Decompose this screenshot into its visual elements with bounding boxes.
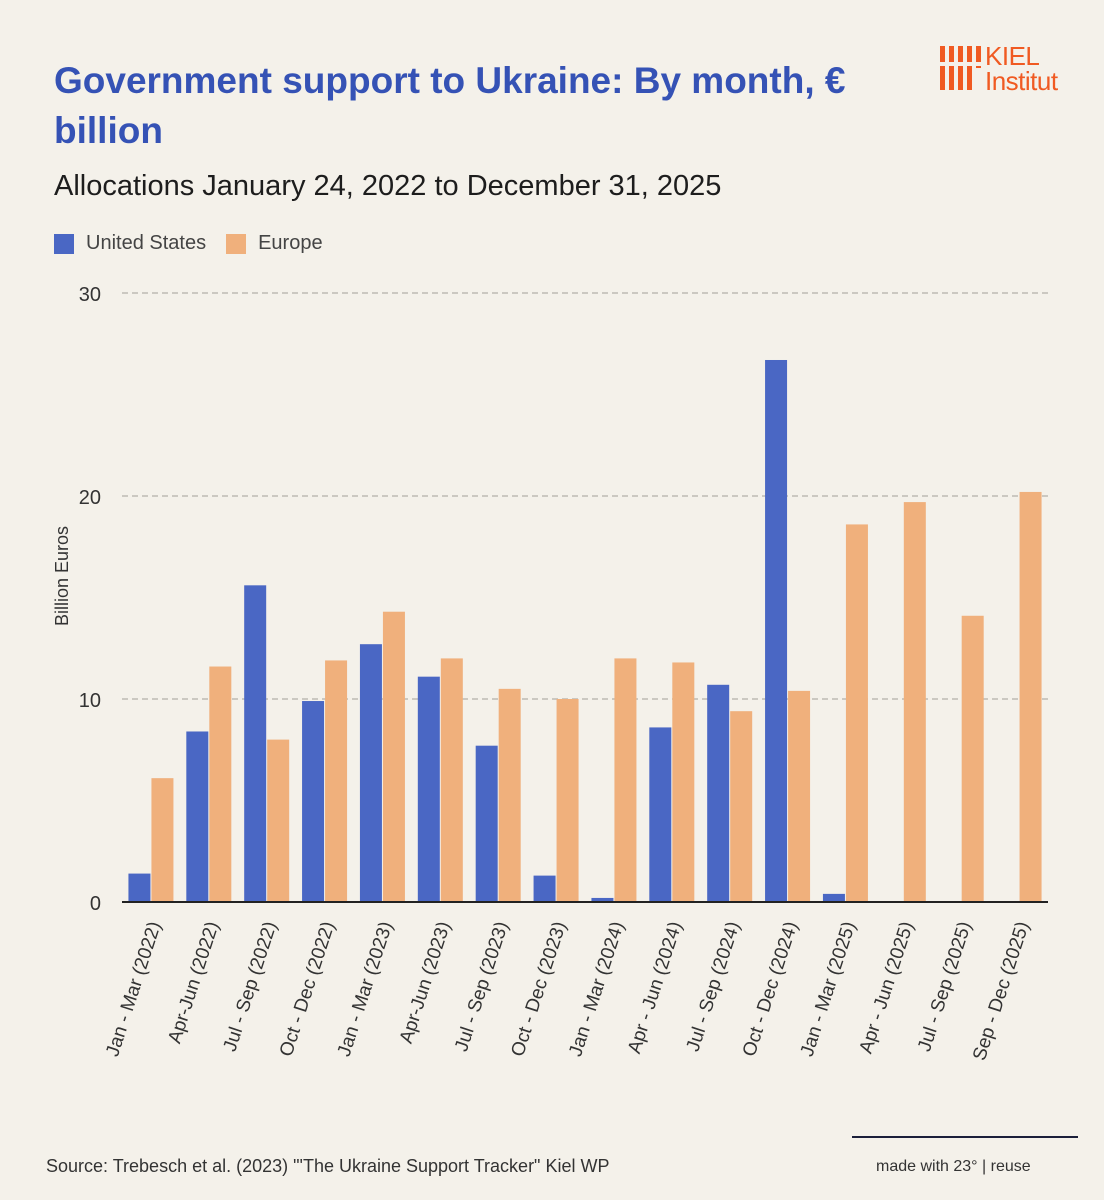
bar-europe-3 xyxy=(325,660,348,902)
legend-label-united-states: United States xyxy=(86,232,207,254)
bar-us-0 xyxy=(128,873,151,902)
credit-note[interactable]: made with 23° | reuse xyxy=(876,1158,1031,1175)
bar-europe-13 xyxy=(903,502,926,902)
bar-europe-10 xyxy=(730,711,753,902)
bar-us-3 xyxy=(302,701,325,902)
bar-us-9 xyxy=(649,727,672,902)
x-tick-label-12: Jan - Mar (2025) xyxy=(797,919,860,1059)
bar-europe-11 xyxy=(788,690,811,902)
bar-europe-5 xyxy=(440,658,463,902)
bar-europe-15 xyxy=(1019,491,1042,902)
source-note: Source: Trebesch et al. (2023) "'The Ukr… xyxy=(46,1156,610,1176)
kiel-institut-logo[interactable]: KIEL Institut xyxy=(940,41,1082,96)
legend-label-europe: Europe xyxy=(258,232,323,254)
bar-us-4 xyxy=(359,644,382,902)
legend-item-united-states[interactable]: United States xyxy=(54,232,206,255)
kiel-logo-icon xyxy=(940,46,981,90)
chart-title: Government support to Ukraine: By month,… xyxy=(54,60,846,151)
x-tick-label-2: Jul - Sep (2022) xyxy=(220,919,282,1054)
bar-us-12 xyxy=(822,893,845,902)
chart-legend: United States Europe xyxy=(54,232,343,255)
x-tick-label-5: Apr-Jun (2023) xyxy=(396,919,455,1046)
chart-subtitle: Allocations January 24, 2022 to December… xyxy=(54,170,722,202)
x-tick-label-1: Apr-Jun (2022) xyxy=(164,919,223,1046)
bar-europe-14 xyxy=(961,615,984,902)
x-tick-label-15: Sep - Dec (2025) xyxy=(969,919,1034,1063)
bar-europe-12 xyxy=(845,524,868,902)
legend-swatch-europe xyxy=(226,233,247,254)
x-tick-label-14: Jul - Sep (2025) xyxy=(914,919,976,1054)
logo-text-kiel: KIEL xyxy=(985,41,1040,71)
bar-us-5 xyxy=(417,676,440,902)
y-tick-label-30: 30 xyxy=(79,284,101,306)
bar-europe-6 xyxy=(498,688,521,902)
bar-us-6 xyxy=(475,745,498,902)
bar-us-11 xyxy=(765,359,788,902)
bar-us-2 xyxy=(244,585,267,902)
credit-divider xyxy=(852,1136,1078,1138)
bar-europe-0 xyxy=(151,778,174,902)
bar-europe-1 xyxy=(209,666,232,902)
bar-europe-7 xyxy=(556,699,579,902)
bar-europe-8 xyxy=(614,658,637,902)
bar-europe-2 xyxy=(267,739,290,902)
y-tick-label-0: 0 xyxy=(90,893,101,915)
bar-us-8 xyxy=(591,897,614,902)
y-tick-label-10: 10 xyxy=(79,690,101,712)
x-tick-label-11: Oct - Dec (2024) xyxy=(739,919,802,1059)
x-tick-label-10: Jul - Sep (2024) xyxy=(683,919,745,1054)
legend-swatch-united-states xyxy=(54,233,74,254)
bar-europe-4 xyxy=(382,611,405,902)
x-tick-label-0: Jan - Mar (2022) xyxy=(102,919,165,1059)
x-tick-label-3: Oct - Dec (2022) xyxy=(276,919,339,1059)
x-tick-label-4: Jan - Mar (2023) xyxy=(334,919,397,1059)
x-tick-label-7: Oct - Dec (2023) xyxy=(507,919,570,1059)
x-tick-label-8: Jan - Mar (2024) xyxy=(565,919,628,1059)
x-tick-label-9: Apr - Jun (2024) xyxy=(624,919,686,1056)
bar-us-7 xyxy=(533,875,556,902)
x-tick-label-6: Jul - Sep (2023) xyxy=(451,919,513,1054)
y-tick-label-20: 20 xyxy=(79,487,101,509)
bar-us-10 xyxy=(707,684,730,902)
y-axis-label: Billion Euros xyxy=(52,526,72,626)
bar-europe-9 xyxy=(672,662,695,902)
legend-item-europe[interactable]: Europe xyxy=(226,232,323,255)
x-tick-label-13: Apr - Jun (2025) xyxy=(856,919,918,1056)
logo-text-institut: Institut xyxy=(985,66,1058,96)
bar-us-1 xyxy=(186,731,209,902)
